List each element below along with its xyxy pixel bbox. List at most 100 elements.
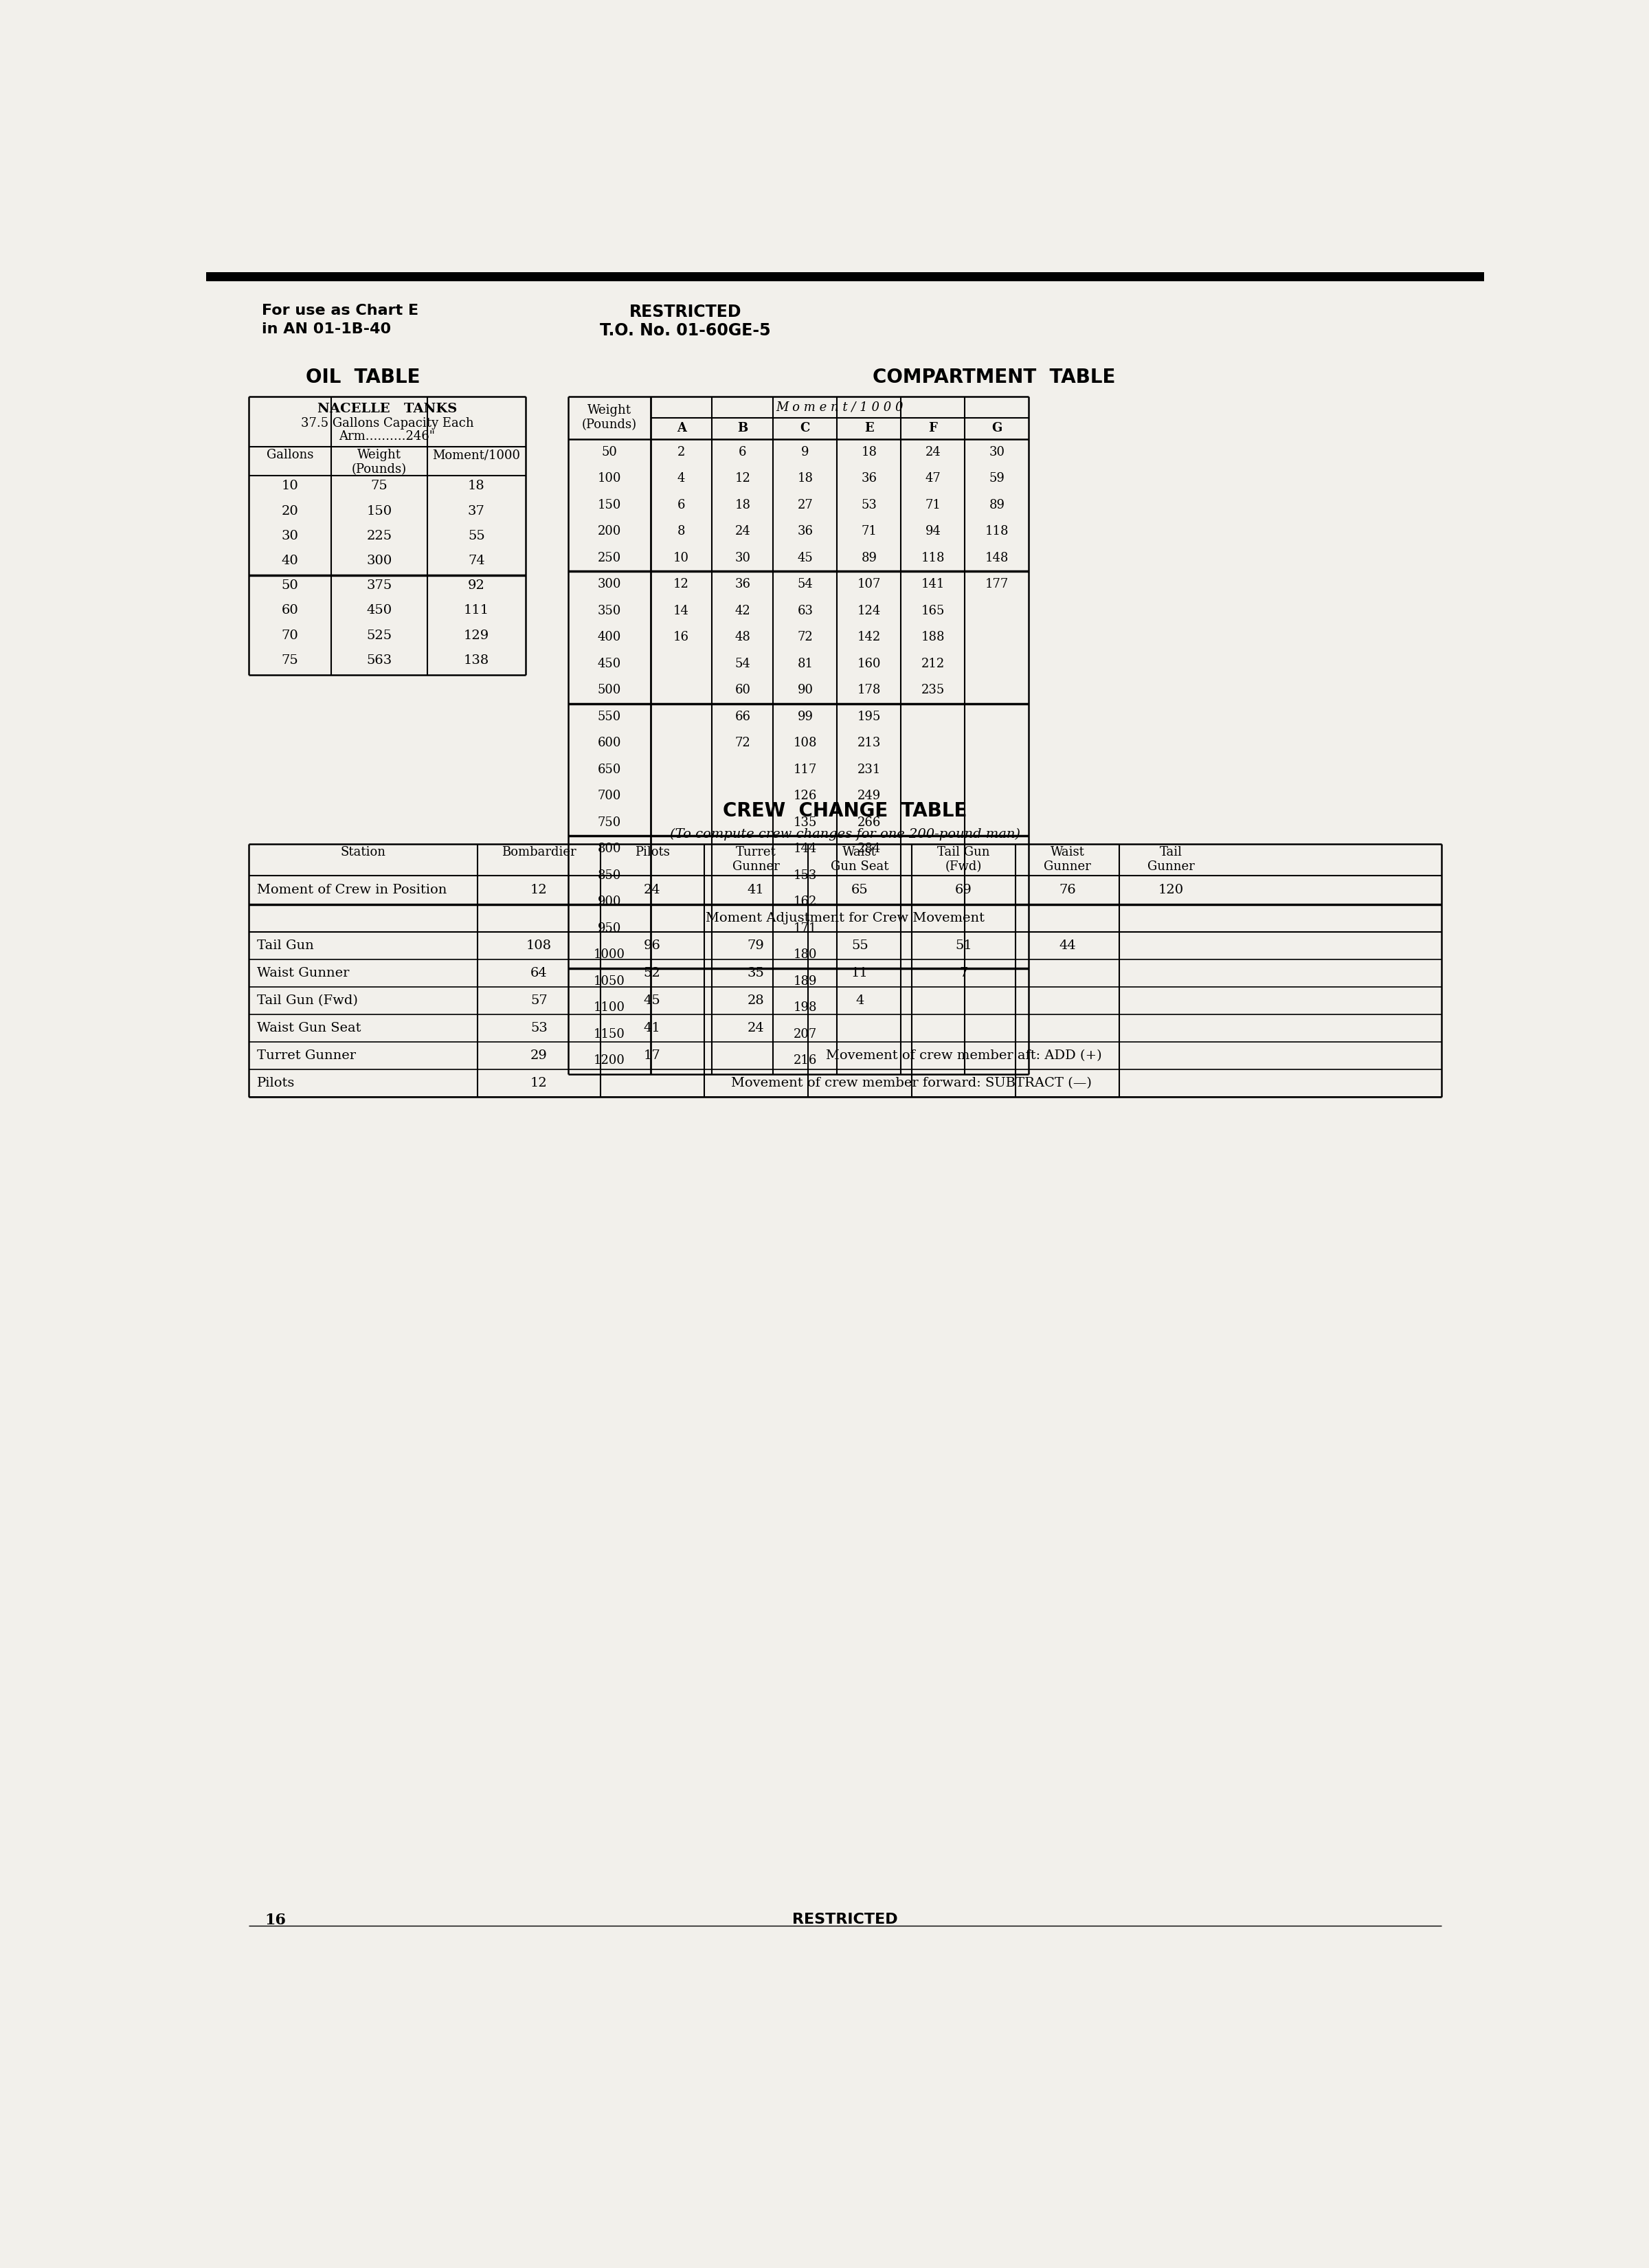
Text: 27: 27 — [798, 499, 813, 510]
Text: Bombardier: Bombardier — [501, 846, 576, 860]
Bar — [206, 272, 1484, 279]
Text: 108: 108 — [793, 737, 816, 748]
Text: 900: 900 — [597, 896, 622, 907]
Text: 24: 24 — [643, 885, 661, 896]
Text: 500: 500 — [597, 685, 622, 696]
Text: 189: 189 — [793, 975, 816, 987]
Text: 53: 53 — [531, 1023, 547, 1034]
Text: 2: 2 — [678, 447, 686, 458]
Text: Tail Gun (Fwd): Tail Gun (Fwd) — [257, 996, 358, 1007]
Text: E: E — [864, 422, 874, 435]
Text: Tail Gun
(Fwd): Tail Gun (Fwd) — [937, 846, 989, 873]
Text: 41: 41 — [747, 885, 765, 896]
Text: 70: 70 — [282, 628, 298, 642]
Text: 60: 60 — [282, 603, 298, 617]
Text: (To compute crew changes for one 200-pound man): (To compute crew changes for one 200-pou… — [669, 828, 1021, 841]
Text: Turret
Gunner: Turret Gunner — [732, 846, 780, 873]
Text: 24: 24 — [925, 447, 942, 458]
Text: 63: 63 — [796, 606, 813, 617]
Text: 92: 92 — [468, 581, 485, 592]
Text: 66: 66 — [735, 710, 750, 723]
Text: T.O. No. 01-60GE-5: T.O. No. 01-60GE-5 — [600, 322, 770, 338]
Text: 350: 350 — [597, 606, 622, 617]
Text: 12: 12 — [531, 885, 547, 896]
Text: 28: 28 — [747, 996, 765, 1007]
Text: 100: 100 — [597, 472, 622, 485]
Text: 126: 126 — [793, 789, 816, 803]
Text: 44: 44 — [1059, 939, 1075, 953]
Text: Waist Gunner: Waist Gunner — [257, 966, 350, 980]
Text: 6: 6 — [678, 499, 686, 510]
Text: Movement of crew member forward: SUBTRACT (—): Movement of crew member forward: SUBTRAC… — [732, 1077, 1092, 1089]
Text: 7: 7 — [960, 966, 968, 980]
Text: 142: 142 — [857, 631, 881, 644]
Text: 950: 950 — [597, 923, 622, 934]
Text: 96: 96 — [643, 939, 661, 953]
Text: 69: 69 — [955, 885, 973, 896]
Text: 1050: 1050 — [594, 975, 625, 987]
Text: Waist
Gunner: Waist Gunner — [1044, 846, 1092, 873]
Text: 16: 16 — [673, 631, 689, 644]
Text: Station: Station — [341, 846, 386, 860]
Text: 48: 48 — [735, 631, 750, 644]
Text: 6: 6 — [739, 447, 747, 458]
Text: 225: 225 — [366, 531, 392, 542]
Text: 178: 178 — [857, 685, 881, 696]
Text: 18: 18 — [735, 499, 750, 510]
Text: 300: 300 — [366, 556, 392, 567]
Text: 284: 284 — [857, 844, 881, 855]
Text: 74: 74 — [468, 556, 485, 567]
Text: 250: 250 — [597, 551, 622, 565]
Text: 450: 450 — [597, 658, 622, 669]
Text: 8: 8 — [678, 526, 686, 538]
Text: 47: 47 — [925, 472, 942, 485]
Text: 90: 90 — [796, 685, 813, 696]
Text: Weight
(Pounds): Weight (Pounds) — [582, 404, 637, 431]
Text: 36: 36 — [861, 472, 877, 485]
Text: 249: 249 — [857, 789, 881, 803]
Text: Moment/1000: Moment/1000 — [432, 449, 521, 460]
Text: 50: 50 — [602, 447, 617, 458]
Text: 1150: 1150 — [594, 1027, 625, 1041]
Text: 75: 75 — [371, 481, 388, 492]
Text: 51: 51 — [955, 939, 973, 953]
Text: 29: 29 — [531, 1050, 547, 1061]
Text: 71: 71 — [925, 499, 942, 510]
Text: 65: 65 — [851, 885, 869, 896]
Text: 108: 108 — [526, 939, 552, 953]
Text: B: B — [737, 422, 749, 435]
Text: Pilots: Pilots — [257, 1077, 295, 1089]
Text: 148: 148 — [984, 551, 1009, 565]
Text: 24: 24 — [735, 526, 750, 538]
Text: 1100: 1100 — [594, 1002, 625, 1014]
Text: 400: 400 — [597, 631, 622, 644]
Text: Moment of Crew in Position: Moment of Crew in Position — [257, 885, 447, 896]
Text: 99: 99 — [796, 710, 813, 723]
Text: Arm..........246": Arm..........246" — [340, 431, 435, 442]
Text: 231: 231 — [857, 764, 881, 776]
Text: 563: 563 — [366, 653, 392, 667]
Text: 41: 41 — [643, 1023, 661, 1034]
Text: 700: 700 — [597, 789, 622, 803]
Text: 45: 45 — [643, 996, 661, 1007]
Text: 213: 213 — [857, 737, 881, 748]
Text: 40: 40 — [282, 556, 298, 567]
Text: 4: 4 — [678, 472, 686, 485]
Text: 94: 94 — [925, 526, 942, 538]
Text: A: A — [676, 422, 686, 435]
Text: RESTRICTED: RESTRICTED — [792, 1912, 899, 1926]
Text: in AN 01-1B-40: in AN 01-1B-40 — [262, 322, 391, 336]
Text: 1200: 1200 — [594, 1055, 625, 1066]
Text: 450: 450 — [366, 603, 392, 617]
Text: 18: 18 — [861, 447, 877, 458]
Text: Waist
Gun Seat: Waist Gun Seat — [831, 846, 889, 873]
Text: 42: 42 — [735, 606, 750, 617]
Text: 180: 180 — [793, 948, 816, 962]
Text: Tail Gun: Tail Gun — [257, 939, 313, 953]
Text: 124: 124 — [857, 606, 881, 617]
Text: 37: 37 — [468, 506, 485, 517]
Text: 11: 11 — [851, 966, 869, 980]
Text: OIL  TABLE: OIL TABLE — [307, 367, 420, 386]
Text: 35: 35 — [747, 966, 765, 980]
Text: 53: 53 — [861, 499, 877, 510]
